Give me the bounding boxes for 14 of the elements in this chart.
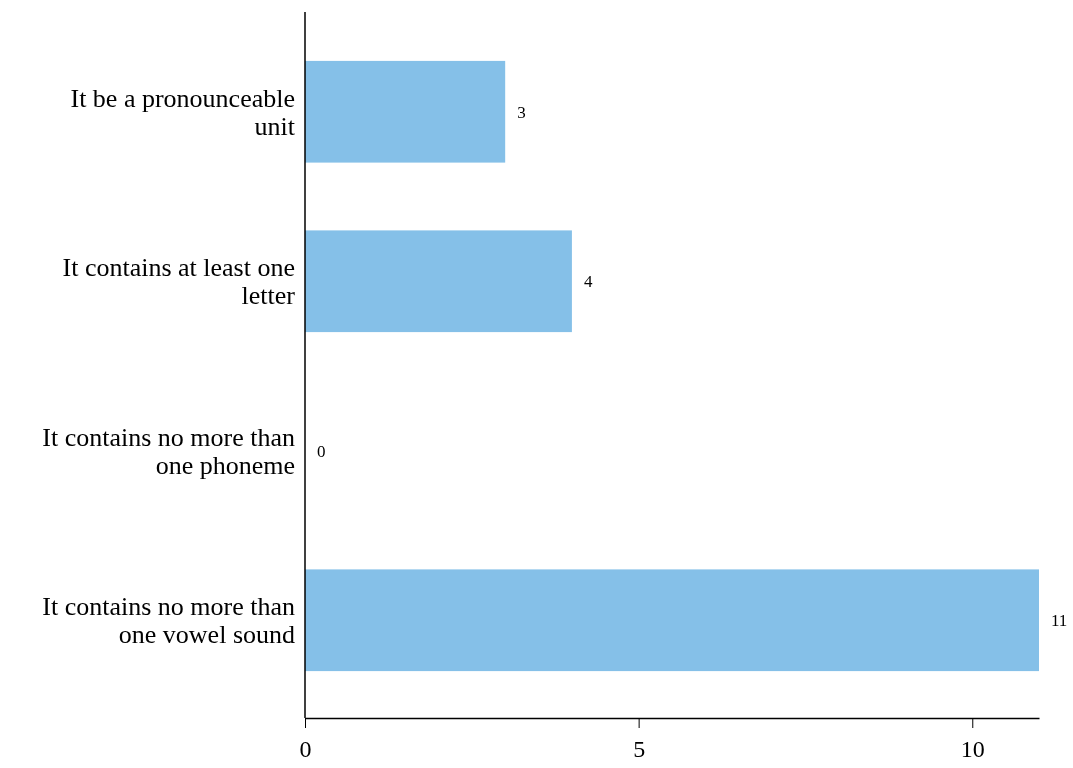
x-tick-label: 5 — [633, 736, 646, 763]
y-tick-label: It contains at least one letter — [62, 253, 296, 311]
bar — [305, 569, 1039, 672]
data-label: 11 — [1051, 611, 1068, 631]
y-tick-label: It contains no more than one phoneme — [42, 422, 295, 480]
data-label: 3 — [517, 102, 526, 122]
data-label: 4 — [583, 272, 593, 292]
y-tick-label: It be a pronounceable unit — [70, 83, 296, 141]
data-label: 0 — [317, 441, 326, 461]
x-tick-label: 0 — [299, 736, 312, 763]
y-tick-label: It contains no more than one vowel sound — [42, 592, 295, 650]
x-tick-label: 10 — [960, 736, 985, 763]
bar — [305, 60, 506, 163]
bar — [305, 230, 572, 333]
